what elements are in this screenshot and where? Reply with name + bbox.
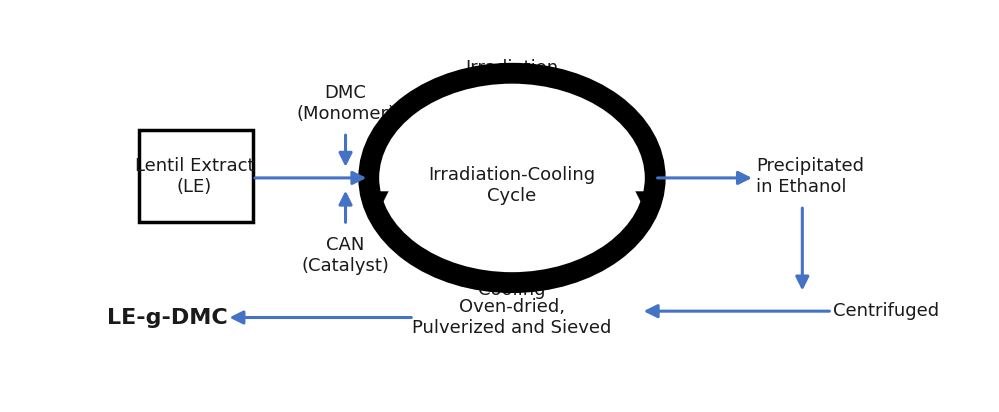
Text: Centrifuged: Centrifuged [833,302,939,320]
Text: Irradiation: Irradiation [466,59,558,77]
Text: Irradiation-Cooling
Cycle: Irradiation-Cooling Cycle [429,166,595,205]
Text: Lentil Extract
(LE): Lentil Extract (LE) [135,157,255,196]
Text: DMC
(Monomer): DMC (Monomer) [296,84,395,123]
Text: Cooling: Cooling [479,281,545,299]
Text: LE-g-DMC: LE-g-DMC [107,307,228,328]
FancyBboxPatch shape [139,130,254,222]
Text: Oven-dried,
Pulverized and Sieved: Oven-dried, Pulverized and Sieved [413,298,611,337]
Text: Precipitated
in Ethanol: Precipitated in Ethanol [756,157,864,196]
Text: CAN
(Catalyst): CAN (Catalyst) [302,236,390,275]
